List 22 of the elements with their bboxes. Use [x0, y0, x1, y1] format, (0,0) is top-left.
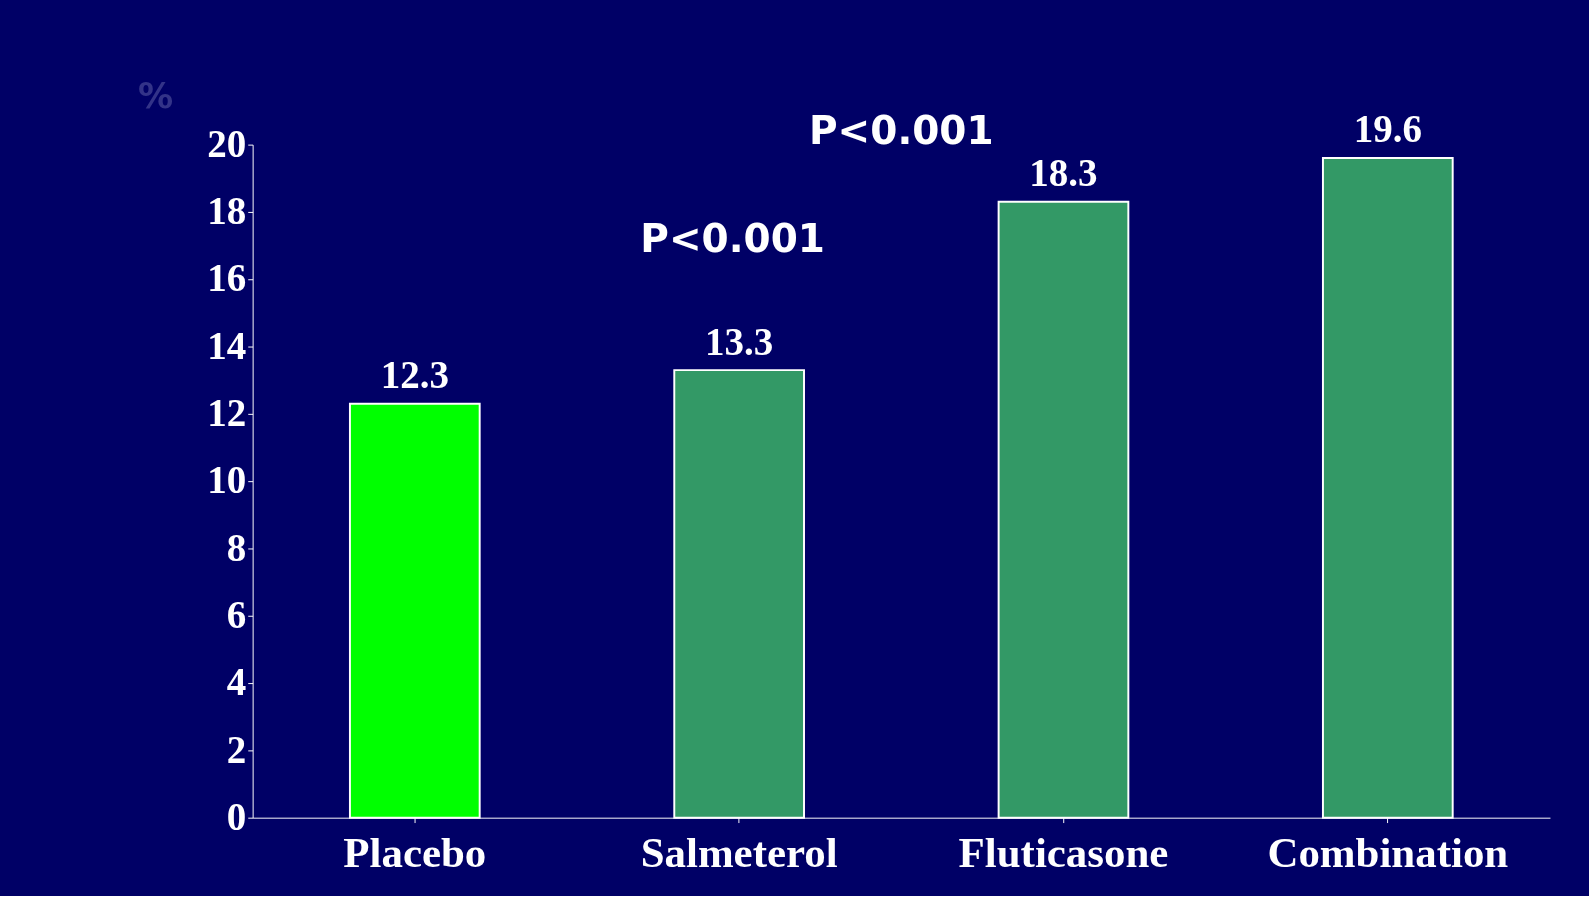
- y-tick-label: 16: [207, 256, 247, 300]
- data-label: 12.3: [380, 353, 449, 397]
- y-tick-label: 20: [207, 121, 247, 165]
- y-axis-title: %: [137, 75, 174, 117]
- y-tick-label: 10: [207, 458, 247, 502]
- data-label: 13.3: [705, 319, 774, 363]
- y-tick-label: 14: [207, 323, 247, 367]
- y-tick-label: 4: [226, 660, 247, 704]
- y-tick-label: 0: [226, 794, 247, 838]
- annotation: P<0.001: [640, 215, 825, 261]
- data-label: 19.6: [1353, 107, 1422, 151]
- x-tick-label: Fluticasone: [958, 828, 1169, 876]
- x-tick-label: Salmeterol: [640, 828, 838, 876]
- y-tick-label: 2: [226, 727, 247, 771]
- y-tick-label: 12: [207, 391, 247, 435]
- x-tick-label: Placebo: [343, 828, 487, 876]
- annotation: P<0.001: [809, 108, 994, 154]
- y-tick-label: 8: [226, 525, 247, 569]
- y-tick-label: 6: [226, 592, 247, 636]
- y-tick-label: 18: [207, 189, 247, 233]
- data-label: 18.3: [1029, 151, 1098, 195]
- x-tick-label: Combination: [1267, 828, 1509, 876]
